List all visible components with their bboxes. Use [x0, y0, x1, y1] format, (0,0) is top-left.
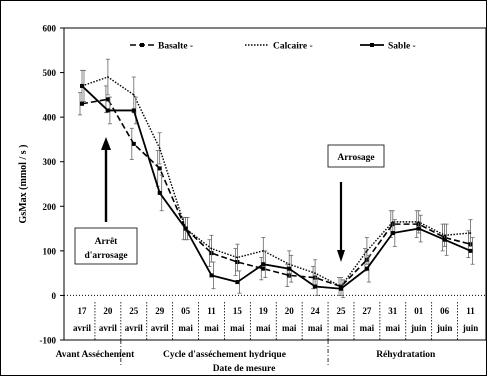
data-point-sable: [339, 286, 343, 291]
data-point-sable: [261, 262, 266, 267]
legend-marker: [370, 43, 374, 47]
phase-label: Cycle d'asséchement hydrique: [163, 350, 286, 360]
data-point-sable: [131, 108, 136, 113]
series-line-sable: [81, 85, 471, 290]
y-tick-label: -100: [40, 336, 57, 346]
x-tick-label: 17: [78, 306, 88, 316]
phase-label: Réhydratation: [376, 350, 436, 360]
x-tick-label: avril: [99, 323, 117, 333]
data-point-sable: [183, 226, 188, 231]
data-point-sable: [416, 226, 421, 231]
data-point-calcaire: [366, 250, 368, 252]
data-point-sable: [364, 266, 369, 271]
legend-label-calcaire: Calcaire -: [273, 42, 313, 52]
data-point-sable: [209, 273, 214, 278]
x-tick-label: 11: [466, 306, 475, 316]
x-tick-label: 11: [207, 306, 216, 316]
y-axis-label: GsMax (mmol / s ): [18, 145, 29, 224]
data-point-sable: [313, 284, 318, 289]
x-tick-label: 15: [233, 306, 243, 316]
annotation-box-arret: [74, 227, 138, 265]
x-tick-label: mai: [230, 323, 245, 333]
x-tick-label: 01: [414, 306, 424, 316]
x-tick-label: 29: [155, 306, 165, 316]
data-point-sable: [105, 108, 110, 113]
data-point-calcaire: [469, 232, 472, 234]
legend-marker: [140, 43, 144, 47]
annotation-text-arrosage: Arrosage: [337, 153, 374, 163]
data-point-basalte: [261, 266, 266, 271]
x-tick-label: 31: [388, 306, 398, 316]
x-tick-label: 20: [285, 306, 295, 316]
data-point-calcaire: [107, 76, 109, 78]
y-tick-label: 200: [43, 202, 57, 212]
data-point-calcaire: [210, 247, 213, 250]
data-point-basalte: [105, 97, 110, 102]
x-tick-label: mai: [204, 323, 219, 333]
data-point-sable: [80, 83, 84, 88]
series-line-basalte: [81, 98, 471, 288]
data-point-calcaire: [443, 234, 446, 237]
annotation-box-arrosage: [327, 144, 385, 168]
x-tick-label: 05: [181, 306, 191, 316]
annotation-text-arret-line2: d'arrosage: [84, 251, 127, 261]
series-line-calcaire: [81, 76, 471, 288]
data-point-sable: [157, 190, 162, 195]
x-tick-label: 06: [440, 306, 450, 316]
x-tick-label: mai: [334, 323, 349, 333]
x-tick-label: mai: [282, 323, 297, 333]
annotation-arrowhead-arrosage: [337, 250, 345, 262]
data-point-calcaire: [158, 147, 161, 150]
x-tick-label: mai: [360, 323, 375, 333]
annotation-arrowhead-arret: [101, 137, 111, 150]
x-tick-label: avril: [151, 323, 169, 333]
data-point-sable: [287, 266, 292, 271]
x-tick-label: mai: [256, 323, 271, 333]
x-tick-label: 25: [337, 306, 347, 316]
data-point-calcaire: [236, 256, 239, 259]
data-point-calcaire: [417, 221, 420, 223]
data-point-calcaire: [314, 272, 316, 274]
data-point-sable: [390, 231, 395, 236]
data-point-calcaire: [288, 263, 291, 266]
y-tick-label: 600: [43, 24, 57, 34]
x-tick-label: 25: [129, 306, 139, 316]
x-tick-label: mai: [178, 323, 193, 333]
x-tick-label: mai: [386, 323, 401, 333]
legend-label-basalte: Basalte -: [158, 42, 193, 52]
y-tick-label: 400: [43, 113, 57, 123]
x-tick-label: juin: [462, 323, 479, 333]
data-point-sable: [442, 237, 447, 242]
y-tick-label: 300: [43, 157, 57, 167]
x-tick-label: 27: [362, 306, 372, 316]
x-tick-label: juin: [436, 323, 453, 333]
data-point-calcaire: [133, 94, 135, 96]
annotation-text-arret-line1: Arrêt: [95, 237, 119, 247]
x-tick-label: 24: [311, 306, 321, 316]
data-point-basalte: [157, 166, 162, 171]
phase-label: Avant Asséchement: [56, 350, 136, 360]
x-tick-label: 19: [259, 306, 269, 316]
data-point-calcaire: [392, 221, 394, 223]
x-tick-label: 20: [103, 306, 113, 316]
data-point-sable: [235, 280, 240, 285]
plot-area: [63, 27, 487, 341]
x-tick-label: avril: [125, 323, 143, 333]
data-point-basalte: [80, 101, 84, 106]
data-point-basalte: [131, 141, 136, 146]
x-tick-label: avril: [73, 323, 91, 333]
x-axis-label: Date de mesure: [213, 364, 276, 374]
y-tick-label: 500: [43, 68, 57, 78]
x-tick-label: mai: [308, 323, 323, 333]
data-point-sable: [468, 248, 473, 253]
legend-label-sable: Sable -: [388, 42, 416, 52]
y-tick-label: 100: [43, 246, 57, 256]
y-tick-label: 0: [52, 291, 57, 301]
x-tick-label: juin: [410, 323, 427, 333]
